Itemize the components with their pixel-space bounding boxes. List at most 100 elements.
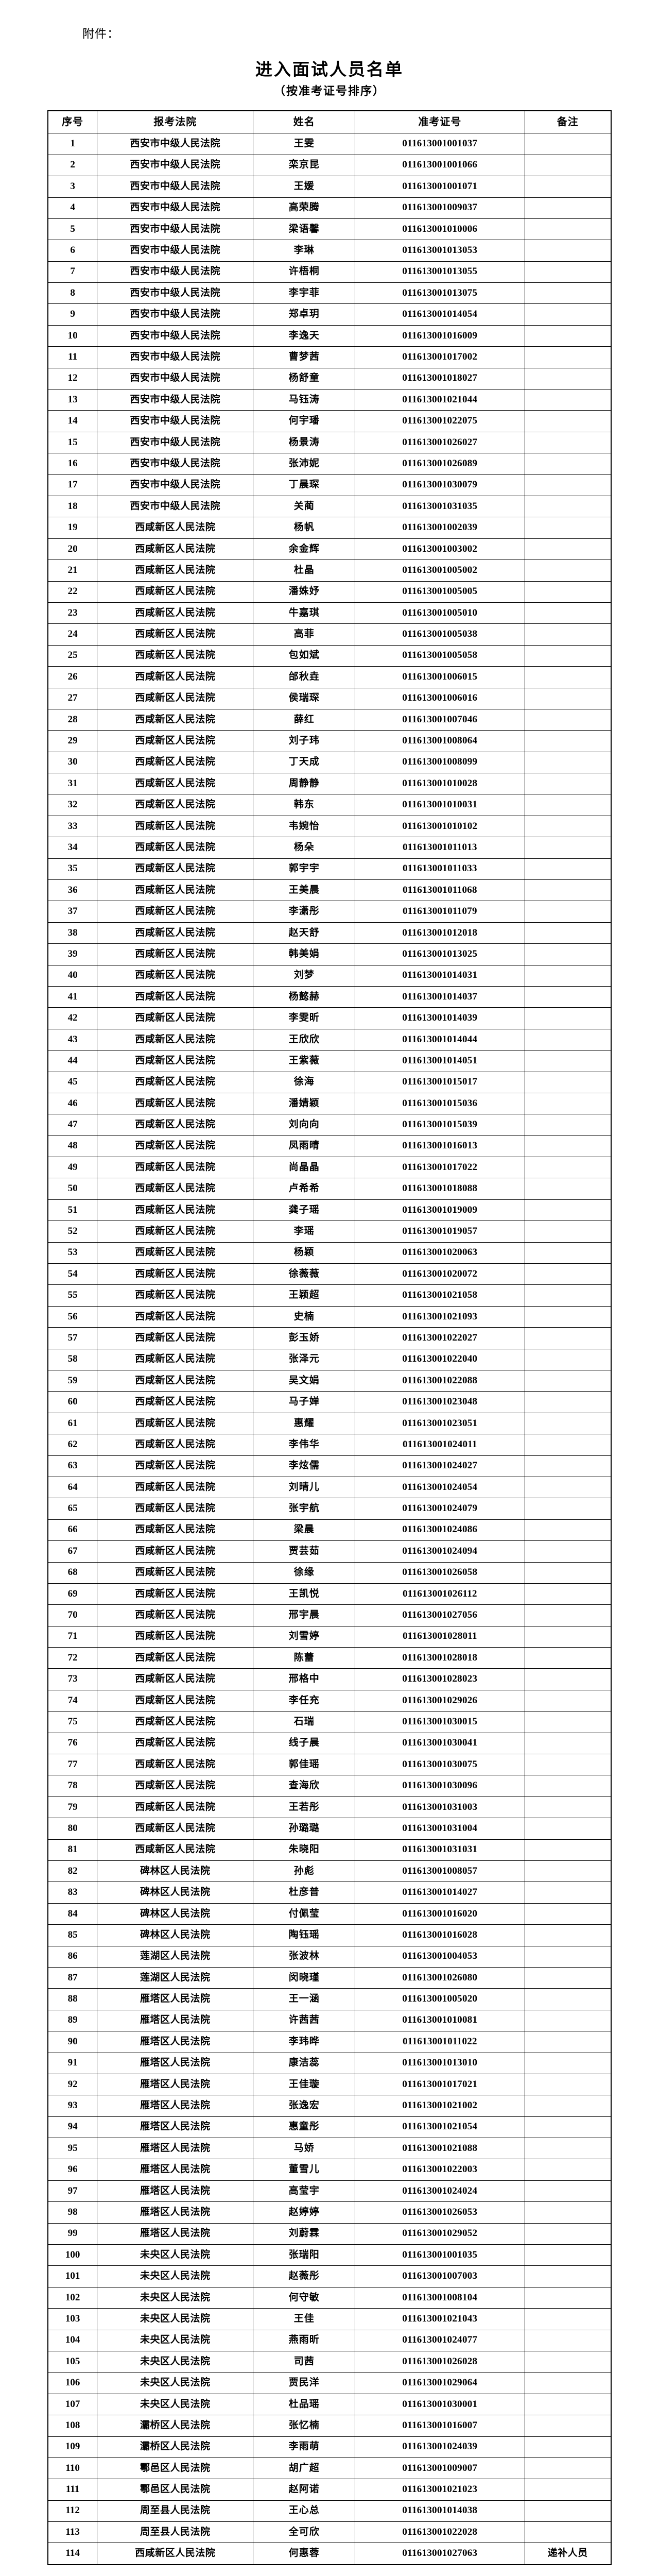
cell-court: 西安市中级人民法院 [97, 261, 254, 283]
cell-remark [524, 1754, 612, 1776]
cell-court: 西咸新区人民法院 [97, 517, 254, 539]
cell-name: 杨帆 [253, 517, 356, 539]
cell-name: 马钰涛 [253, 389, 356, 411]
cell-exam-no: 011613001031003 [355, 1796, 525, 1819]
cell-index: 82 [47, 1860, 98, 1883]
cell-exam-no: 011613001017021 [355, 2073, 525, 2096]
table-row: 112 周至县人民法院 王心总 011613001014038 [47, 2500, 612, 2522]
cell-index: 85 [47, 1924, 98, 1946]
cell-exam-no: 011613001014027 [355, 1882, 525, 1904]
cell-name: 石瑞 [253, 1711, 356, 1733]
cell-exam-no: 011613001019009 [355, 1199, 525, 1222]
table-row: 51 西咸新区人民法院 龚子瑶 011613001019009 [47, 1199, 612, 1222]
table-row: 41 西咸新区人民法院 杨懿赫 011613001014037 [47, 986, 612, 1008]
cell-remark [524, 751, 612, 774]
cell-court: 未央区人民法院 [97, 2308, 254, 2330]
cell-exam-no: 011613001014031 [355, 964, 525, 987]
cell-exam-no: 011613001013010 [355, 2052, 525, 2074]
table-row: 102 未央区人民法院 何守敏 011613001008104 [47, 2286, 612, 2309]
table-row: 28 西咸新区人民法院 薛红 011613001007046 [47, 708, 612, 731]
cell-exam-no: 011613001030015 [355, 1711, 525, 1733]
cell-name: 张逸宏 [253, 2095, 356, 2117]
cell-index: 87 [47, 1967, 98, 1989]
attachment-label: 附件： [82, 27, 119, 40]
table-row: 11 西安市中级人民法院 曹梦茜 011613001017002 [47, 346, 612, 368]
cell-name: 王颖超 [253, 1284, 356, 1307]
cell-index: 41 [47, 986, 98, 1008]
cell-index: 89 [47, 2009, 98, 2032]
cell-index: 111 [47, 2479, 98, 2501]
cell-index: 114 [47, 2543, 98, 2565]
cell-index: 43 [47, 1028, 98, 1051]
table-row: 99 雁塔区人民法院 刘蔚霖 011613001029052 [47, 2223, 612, 2245]
table-row: 43 西咸新区人民法院 王欣欣 011613001014044 [47, 1028, 612, 1051]
cell-remark [524, 1519, 612, 1541]
cell-name: 王紫薇 [253, 1050, 356, 1072]
cell-index: 1 [47, 133, 98, 155]
cell-remark [524, 1839, 612, 1861]
cell-remark [524, 1668, 612, 1690]
cell-court: 西安市中级人民法院 [97, 431, 254, 454]
cell-exam-no: 011613001001071 [355, 176, 525, 198]
cell-exam-no: 011613001008104 [355, 2286, 525, 2309]
cell-remark [524, 901, 612, 923]
cell-index: 23 [47, 602, 98, 624]
cell-exam-no: 011613001005002 [355, 560, 525, 582]
table-row: 101 未央区人民法院 赵薇彤 011613001007003 [47, 2265, 612, 2287]
cell-name: 高荣腾 [253, 197, 356, 219]
table-row: 4 西安市中级人民法院 高荣腾 011613001009037 [47, 197, 612, 219]
cell-court: 西咸新区人民法院 [97, 943, 254, 965]
cell-court: 西咸新区人民法院 [97, 1306, 254, 1328]
cell-court: 西安市中级人民法院 [97, 367, 254, 390]
cell-name: 余金辉 [253, 538, 356, 561]
table-row: 91 雁塔区人民法院 康洁蕊 011613001013010 [47, 2052, 612, 2074]
table-row: 24 西咸新区人民法院 高菲 011613001005038 [47, 623, 612, 646]
cell-index: 76 [47, 1732, 98, 1755]
cell-court: 雁塔区人民法院 [97, 1988, 254, 2010]
cell-remark [524, 1711, 612, 1733]
cell-remark [524, 2138, 612, 2160]
cell-court: 西咸新区人民法院 [97, 1818, 254, 1840]
table-row: 60 西咸新区人民法院 马子婵 011613001023048 [47, 1391, 612, 1413]
cell-exam-no: 011613001009007 [355, 2457, 525, 2480]
cell-remark [524, 1604, 612, 1626]
cell-remark [524, 602, 612, 624]
cell-name: 闵晓瑾 [253, 1967, 356, 1989]
cell-name: 李琳 [253, 240, 356, 262]
cell-remark [524, 2073, 612, 2096]
table-row: 23 西咸新区人民法院 牛嘉琪 011613001005010 [47, 602, 612, 624]
cell-exam-no: 011613001027056 [355, 1604, 525, 1626]
cell-index: 109 [47, 2436, 98, 2458]
cell-index: 40 [47, 964, 98, 987]
cell-index: 35 [47, 858, 98, 880]
cell-name: 李玮晔 [253, 2031, 356, 2053]
cell-name: 王凯悦 [253, 1583, 356, 1605]
cell-index: 67 [47, 1540, 98, 1563]
cell-exam-no: 011613001013075 [355, 282, 525, 304]
cell-court: 碑林区人民法院 [97, 1882, 254, 1904]
table-row: 25 西咸新区人民法院 包如斌 011613001005058 [47, 645, 612, 667]
cell-index: 59 [47, 1369, 98, 1392]
cell-name: 张瑞阳 [253, 2244, 356, 2266]
cell-remark [524, 1945, 612, 1968]
cell-court: 雁塔区人民法院 [97, 2180, 254, 2202]
cell-exam-no: 011613001024079 [355, 1498, 525, 1520]
cell-name: 邢宇晨 [253, 1604, 356, 1626]
cell-court: 灞桥区人民法院 [97, 2436, 254, 2458]
cell-remark [524, 2159, 612, 2181]
cell-exam-no: 011613001021058 [355, 1284, 525, 1307]
cell-court: 西咸新区人民法院 [97, 1178, 254, 1200]
table-row: 72 西咸新区人民法院 陈蕾 011613001028018 [47, 1647, 612, 1669]
cell-court: 未央区人民法院 [97, 2265, 254, 2287]
cell-exam-no: 011613001024039 [355, 2436, 525, 2458]
cell-court: 雁塔区人民法院 [97, 2116, 254, 2139]
cell-court: 西咸新区人民法院 [97, 773, 254, 795]
table-row: 7 西安市中级人民法院 许梧桐 011613001013055 [47, 261, 612, 283]
cell-remark [524, 154, 612, 177]
cell-remark [524, 453, 612, 475]
cell-court: 西咸新区人民法院 [97, 1476, 254, 1499]
cell-remark [524, 2095, 612, 2117]
cell-name: 邰秋垚 [253, 666, 356, 688]
cell-exam-no: 011613001005020 [355, 1988, 525, 2010]
cell-remark [524, 1796, 612, 1819]
